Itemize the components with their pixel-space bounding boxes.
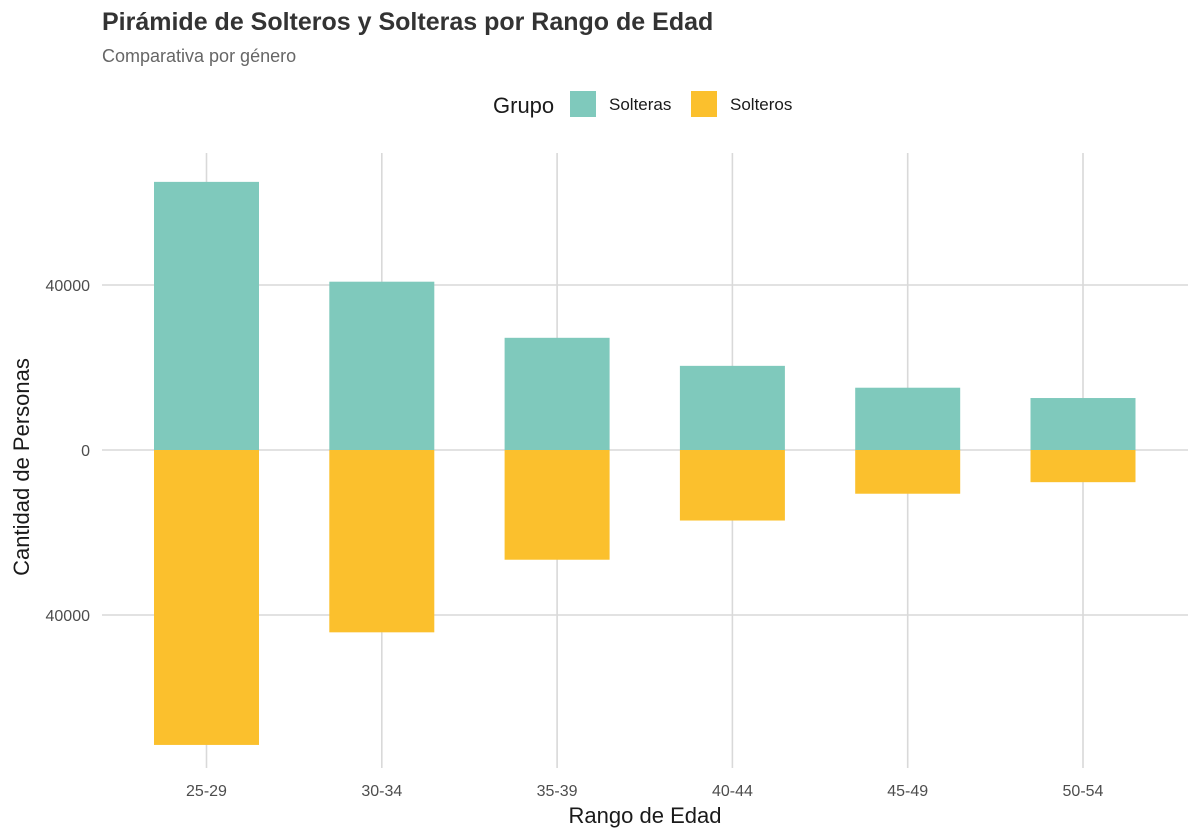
chart-subtitle: Comparativa por género bbox=[102, 46, 296, 66]
x-tick-label-50-54: 50-54 bbox=[1063, 783, 1104, 800]
y-tick-label-2: 40000 bbox=[46, 608, 91, 625]
legend-label-solteras: Solteras bbox=[609, 95, 671, 114]
legend-key-solteras bbox=[570, 91, 596, 117]
bar-solteras-35-39 bbox=[504, 337, 610, 450]
bar-solteras-40-44 bbox=[679, 365, 785, 450]
bar-solteras-25-29 bbox=[154, 181, 259, 450]
legend-title: Grupo bbox=[493, 93, 554, 118]
legend: Grupo Solteras Solteros bbox=[493, 91, 792, 118]
chart-title: Pirámide de Solteros y Solteras por Rang… bbox=[102, 8, 713, 36]
y-tick-label-0: 40000 bbox=[46, 278, 91, 295]
legend-key-solteros bbox=[691, 91, 717, 117]
x-tick-label-45-49: 45-49 bbox=[887, 783, 928, 800]
x-tick-label-40-44: 40-44 bbox=[712, 783, 753, 800]
x-axis-ticks: 25-29 30-34 35-39 40-44 45-49 50-54 bbox=[186, 783, 1104, 800]
legend-label-solteros: Solteros bbox=[730, 95, 792, 114]
bar-solteros-30-34 bbox=[329, 450, 435, 633]
bar-solteros-25-29 bbox=[154, 450, 259, 745]
x-tick-label-25-29: 25-29 bbox=[186, 783, 227, 800]
bar-solteros-35-39 bbox=[504, 450, 610, 560]
x-axis-title: Rango de Edad bbox=[569, 803, 722, 828]
y-axis-title: Cantidad de Personas bbox=[9, 358, 34, 576]
bar-solteras-30-34 bbox=[329, 281, 435, 450]
y-tick-label-1: 0 bbox=[81, 443, 90, 460]
bar-solteras-50-54 bbox=[1030, 398, 1136, 450]
bars bbox=[154, 181, 1136, 745]
bar-solteras-45-49 bbox=[855, 387, 961, 450]
bar-solteros-50-54 bbox=[1030, 450, 1136, 483]
y-axis-ticks: 40000 0 40000 bbox=[46, 278, 91, 625]
x-tick-label-30-34: 30-34 bbox=[361, 783, 402, 800]
bar-solteros-40-44 bbox=[679, 450, 785, 521]
bar-solteros-45-49 bbox=[855, 450, 961, 494]
x-tick-label-35-39: 35-39 bbox=[537, 783, 578, 800]
grid-lines bbox=[102, 153, 1188, 768]
